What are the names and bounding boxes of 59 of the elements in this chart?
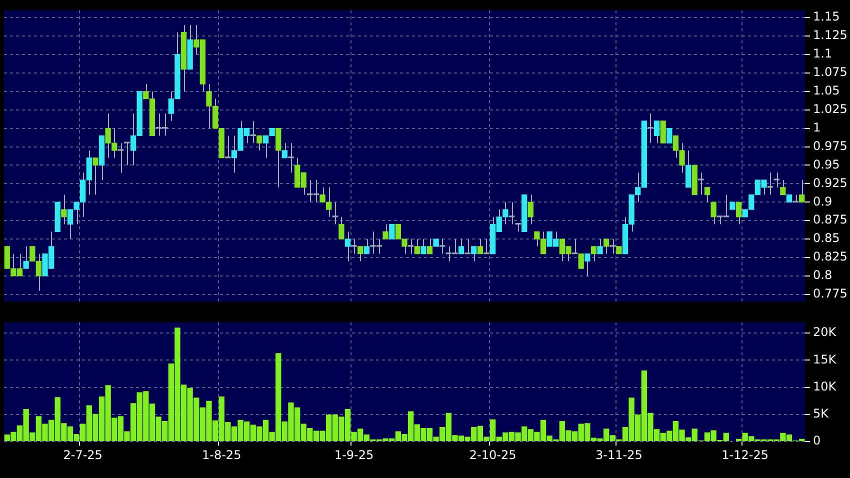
y-tick-label: 0.85 bbox=[813, 231, 840, 246]
y-tick-label: 0.9 bbox=[813, 194, 832, 208]
candlestick bbox=[704, 186, 710, 203]
y-tick-label: 0.875 bbox=[813, 212, 848, 227]
candlestick bbox=[515, 222, 521, 232]
candlestick bbox=[685, 150, 692, 188]
candlestick bbox=[440, 238, 446, 254]
candlestick bbox=[597, 238, 603, 254]
y-tick-label: 0 bbox=[813, 434, 821, 448]
y-tick-label: 0.775 bbox=[813, 286, 848, 301]
y-tick-label: 0.95 bbox=[813, 157, 840, 172]
x-tick-label: 2-10-25 bbox=[469, 448, 516, 462]
y-tick-label: 10K bbox=[813, 379, 838, 394]
x-tick-label: 2-7-25 bbox=[63, 448, 102, 462]
candlestick bbox=[408, 238, 414, 254]
y-tick-label: 1.125 bbox=[813, 28, 848, 42]
candlestick bbox=[276, 128, 282, 188]
y-tick-label: 1.15 bbox=[813, 10, 840, 24]
y-tick-label: 5K bbox=[813, 406, 830, 421]
candlestick bbox=[118, 142, 124, 174]
candlestick bbox=[774, 172, 780, 188]
candlestick bbox=[464, 238, 470, 254]
candlestick bbox=[382, 224, 388, 240]
candlestick bbox=[23, 246, 29, 270]
y-tick-label: 1.075 bbox=[813, 65, 848, 80]
candlestick bbox=[124, 142, 130, 166]
candlestick bbox=[736, 202, 742, 225]
y-tick-label: 1.025 bbox=[813, 102, 848, 116]
x-tick-label: 3-11-25 bbox=[596, 448, 642, 462]
x-tick-label: 1-12-25 bbox=[722, 448, 769, 462]
y-tick-label: 0.925 bbox=[813, 176, 848, 190]
y-tick-label: 1.05 bbox=[813, 84, 840, 98]
candlestick bbox=[528, 194, 534, 225]
candlestick bbox=[584, 253, 590, 276]
candlestick bbox=[660, 120, 666, 144]
candlestick bbox=[648, 113, 654, 144]
y-tick-label: 0.825 bbox=[813, 250, 848, 264]
x-tick-label: 1-8-25 bbox=[202, 448, 242, 462]
candlestick bbox=[426, 238, 433, 254]
candlestick bbox=[338, 216, 344, 240]
y-tick-label: 0.8 bbox=[813, 268, 832, 282]
y-tick-label: 1 bbox=[813, 120, 821, 134]
y-tick-label: 0.975 bbox=[813, 138, 848, 153]
candlestick bbox=[61, 194, 67, 225]
candlestick bbox=[610, 238, 616, 254]
candlestick bbox=[698, 172, 704, 196]
y-tick-label: 20K bbox=[813, 325, 838, 340]
candlestick bbox=[780, 179, 786, 196]
candlestick bbox=[420, 238, 426, 254]
candlestick bbox=[590, 246, 597, 262]
candlestick bbox=[484, 238, 490, 254]
candlestick bbox=[351, 238, 357, 254]
candlestick bbox=[92, 157, 98, 196]
x-tick-label: 1-9-25 bbox=[334, 448, 374, 462]
candlestick bbox=[666, 128, 672, 144]
candlestick bbox=[288, 142, 294, 174]
y-tick-label: 1.1 bbox=[813, 46, 832, 61]
candlestick bbox=[389, 224, 395, 240]
y-tick-label: 15K bbox=[813, 352, 838, 366]
